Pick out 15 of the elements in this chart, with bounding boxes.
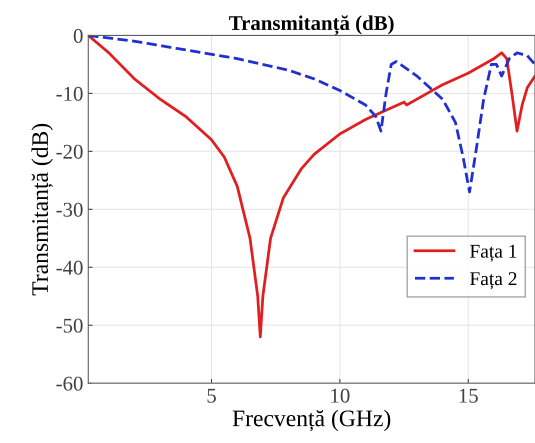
legend-label: Fața 1: [470, 244, 516, 262]
legend-label: Fața 2: [470, 272, 516, 290]
y-tick-label: -10: [56, 86, 83, 101]
y-tick-label: -20: [56, 144, 83, 159]
y-tick-label: -50: [56, 318, 83, 333]
x-tick-label: 10: [331, 388, 350, 403]
x-axis-title: Frecvență (GHz): [232, 410, 390, 432]
chart-title: Transmitanță (dB): [229, 15, 394, 36]
x-tick-label: 5: [208, 388, 216, 403]
y-tick-label: -60: [56, 376, 83, 391]
y-axis-title: Transmitanță (dB): [31, 124, 53, 296]
y-tick-label: -30: [56, 202, 83, 217]
y-tick-label: 0: [74, 28, 83, 43]
y-tick-label: -40: [56, 260, 83, 275]
x-tick-label: 15: [460, 388, 478, 403]
